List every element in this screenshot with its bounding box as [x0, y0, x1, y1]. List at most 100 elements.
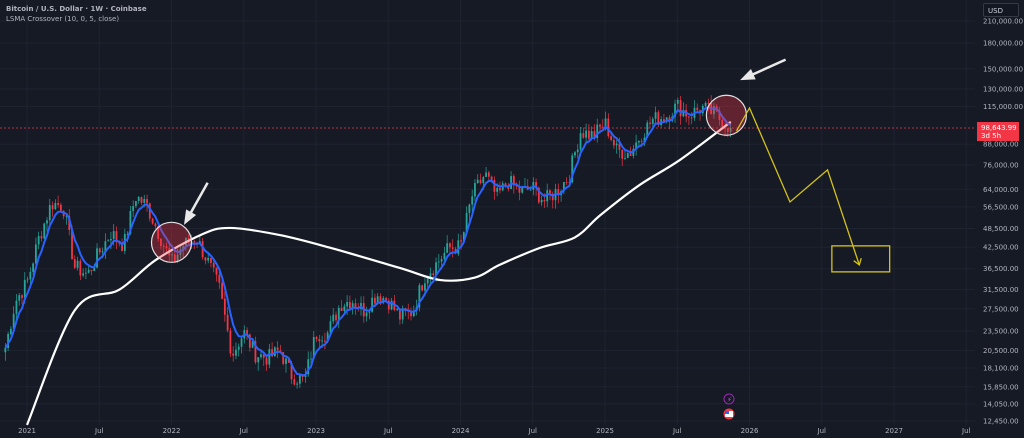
candle	[254, 341, 257, 363]
price-tick-label: 36,500.00	[983, 265, 1019, 273]
candle	[387, 300, 390, 310]
events[interactable]: ⚡	[723, 393, 735, 420]
symbol-title[interactable]: Bitcoin / U.S. Dollar · 1W · Coinbase	[6, 5, 147, 13]
candle	[512, 176, 515, 186]
candle	[490, 176, 493, 181]
candle	[432, 273, 435, 276]
indicator-title[interactable]: LSMA Crossover (10, 0, 5, close)	[6, 15, 120, 23]
candle	[21, 295, 23, 299]
time-tick-label: 2025	[596, 427, 614, 435]
candle	[251, 341, 254, 348]
fast-lsma-line	[4, 105, 732, 377]
price-tick-label: 27,500.00	[983, 305, 1019, 313]
candle	[98, 248, 101, 253]
candle	[629, 153, 632, 156]
candle	[301, 375, 304, 377]
candle	[562, 182, 565, 192]
candle	[624, 157, 626, 159]
candle	[226, 314, 229, 331]
candle	[282, 352, 285, 364]
last-price-tag: 98,643.99 3d 5h	[977, 122, 1019, 141]
candle	[137, 197, 140, 202]
candle	[73, 259, 76, 268]
candle	[557, 189, 560, 196]
candle	[579, 133, 582, 150]
candle	[110, 238, 112, 241]
price-tick-label: 15,850.00	[983, 383, 1019, 391]
candle	[32, 263, 35, 272]
us-flag-canton	[725, 411, 729, 414]
candle	[537, 187, 540, 203]
price-tick-label: 56,500.00	[983, 203, 1019, 211]
candle	[599, 124, 601, 127]
candle	[529, 189, 532, 191]
candle	[321, 340, 324, 342]
time-axis[interactable]: 2021 Jul 2022 Jul 2023 Jul 2024 Jul 2025 Jul 2026 J…	[18, 427, 970, 435]
drawings[interactable]	[150, 58, 891, 273]
candle	[171, 254, 173, 256]
candle	[496, 187, 499, 192]
candle	[571, 155, 574, 183]
candle	[651, 118, 654, 124]
price-tick-label: 12,450.00	[983, 417, 1019, 425]
currency-button[interactable]: USD	[983, 3, 1019, 17]
candle	[218, 274, 221, 283]
candle	[371, 297, 374, 312]
candle	[451, 247, 454, 249]
candle	[418, 285, 421, 308]
candle	[296, 383, 299, 385]
candle	[385, 298, 387, 301]
candle	[143, 199, 146, 203]
candle	[354, 303, 357, 308]
candle	[487, 172, 490, 177]
highlight-circle	[705, 94, 747, 136]
dividend-event-icon[interactable]	[723, 393, 735, 405]
candle	[582, 133, 585, 138]
candle	[193, 241, 196, 243]
highlight-circle	[150, 221, 193, 263]
candle	[207, 257, 210, 261]
candle	[665, 117, 668, 122]
price-axis[interactable]	[975, 0, 1024, 438]
candle	[132, 206, 135, 211]
candle	[618, 143, 621, 150]
candle	[726, 128, 729, 132]
lightning-icon: ⚡	[727, 396, 732, 404]
candle	[546, 190, 549, 202]
candle	[612, 139, 615, 146]
candle	[638, 141, 640, 143]
candle	[457, 240, 460, 254]
candle	[90, 269, 93, 272]
candle	[443, 252, 446, 260]
candle	[7, 334, 10, 348]
candle	[265, 357, 268, 365]
candle	[688, 116, 690, 118]
candle	[129, 210, 132, 234]
candle	[68, 215, 71, 231]
price-tick-label: 18,100.00	[983, 364, 1019, 372]
arrow-head-icon	[183, 209, 197, 225]
candle	[57, 202, 60, 205]
candle	[682, 109, 685, 117]
price-tick-label: 150,000.00	[983, 65, 1023, 73]
bar-countdown: 3d 5h	[981, 132, 1002, 140]
arrow-head-icon	[740, 68, 756, 81]
time-tick-label: 2026	[741, 427, 759, 435]
candle	[465, 212, 468, 233]
time-tick-label: Jul	[961, 427, 971, 435]
time-tick-label: 2021	[18, 427, 36, 435]
price-tick-label: 76,000.00	[983, 161, 1019, 169]
candle	[704, 102, 707, 106]
candle	[271, 349, 273, 357]
candle	[462, 232, 465, 242]
candle	[374, 297, 376, 304]
candle	[379, 296, 382, 303]
time-tick-label: Jul	[817, 427, 827, 435]
candle	[518, 185, 521, 193]
candle	[521, 187, 524, 193]
candle	[646, 122, 649, 138]
slow-lsma-line	[25, 121, 732, 426]
candle	[101, 251, 104, 253]
candle	[235, 349, 237, 356]
